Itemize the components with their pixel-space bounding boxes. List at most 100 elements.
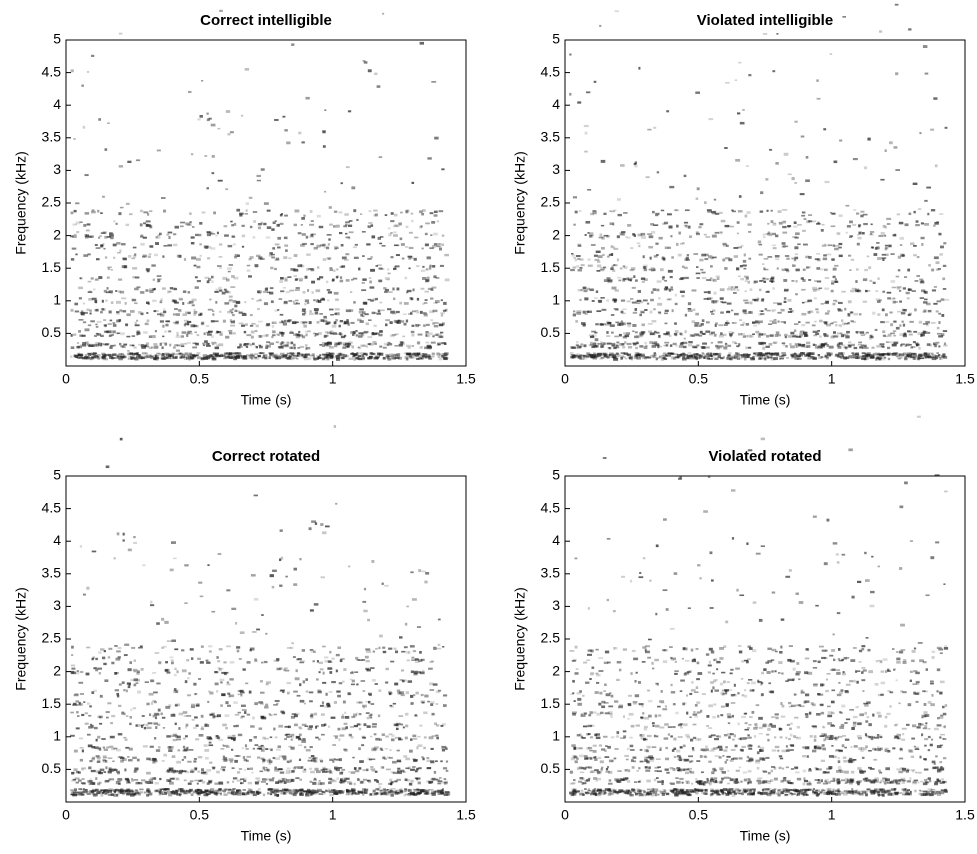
speckle xyxy=(345,224,348,226)
speckle xyxy=(732,322,734,324)
speckle xyxy=(161,713,163,715)
speckle xyxy=(201,358,204,361)
speckle xyxy=(891,280,896,283)
speckle xyxy=(73,138,76,140)
speckle xyxy=(391,771,395,773)
speckle xyxy=(295,322,299,324)
speckle xyxy=(360,345,365,347)
speckle xyxy=(382,245,386,247)
speckle xyxy=(433,302,435,304)
speckle xyxy=(260,771,264,773)
speckle xyxy=(607,343,612,345)
speckle xyxy=(591,244,596,246)
speckle xyxy=(138,647,143,649)
speckle xyxy=(769,234,772,236)
speckle xyxy=(623,332,625,334)
speckle xyxy=(863,301,867,303)
speckle xyxy=(693,309,696,311)
speckle xyxy=(324,109,326,111)
speckle xyxy=(362,255,365,257)
speckle xyxy=(107,287,109,290)
speckle xyxy=(405,277,408,280)
speckle xyxy=(682,342,687,344)
speckle xyxy=(443,353,448,355)
speckle xyxy=(265,748,268,750)
speckle xyxy=(87,793,91,795)
speckle xyxy=(936,310,939,312)
speckle xyxy=(295,289,300,291)
speckle xyxy=(280,314,284,316)
speckle xyxy=(344,335,346,337)
speckle xyxy=(429,247,434,249)
speckle xyxy=(805,256,809,258)
speckle xyxy=(727,225,732,227)
speckle xyxy=(431,660,434,662)
speckle xyxy=(644,309,647,311)
speckle xyxy=(227,781,229,783)
speckle xyxy=(239,323,244,325)
speckle xyxy=(913,353,917,356)
speckle xyxy=(797,224,802,226)
speckle xyxy=(701,356,704,358)
speckle xyxy=(358,747,361,750)
speckle xyxy=(110,722,113,724)
speckle xyxy=(88,715,91,717)
speckle xyxy=(74,210,77,212)
speckle xyxy=(403,755,407,758)
speckle xyxy=(362,282,365,284)
speckle xyxy=(187,331,191,333)
speckle xyxy=(372,679,376,682)
speckle xyxy=(439,358,442,361)
speckle xyxy=(884,235,887,237)
speckle xyxy=(329,267,332,269)
speckle xyxy=(274,789,279,791)
speckle xyxy=(91,782,95,785)
speckle xyxy=(293,334,296,336)
speckle xyxy=(71,334,73,337)
speckle xyxy=(598,300,602,302)
speckle xyxy=(856,213,859,215)
speckle xyxy=(205,757,209,760)
speckle xyxy=(180,226,184,228)
speckle xyxy=(759,254,763,256)
speckle xyxy=(943,242,946,244)
speckle xyxy=(75,672,79,675)
speckle xyxy=(639,345,643,347)
speckle xyxy=(771,356,773,358)
speckle xyxy=(860,211,864,213)
speckle xyxy=(742,322,745,325)
speckle xyxy=(336,777,339,779)
speckle xyxy=(747,211,751,214)
speckle xyxy=(335,312,339,315)
speckle xyxy=(725,257,730,259)
speckle xyxy=(233,243,236,245)
speckle xyxy=(641,233,646,236)
speckle xyxy=(333,225,335,227)
speckle xyxy=(679,232,681,235)
speckle xyxy=(604,354,607,357)
speckle xyxy=(823,333,826,336)
speckle xyxy=(433,233,438,236)
speckle xyxy=(895,4,899,6)
speckle xyxy=(577,258,580,260)
speckle xyxy=(119,310,122,312)
speckle xyxy=(407,606,409,608)
speckle xyxy=(601,247,605,250)
speckle xyxy=(409,750,413,753)
speckle xyxy=(441,168,444,170)
speckle xyxy=(97,354,100,357)
speckle xyxy=(825,277,829,279)
speckle xyxy=(127,756,129,758)
speckle xyxy=(284,215,288,217)
speckle xyxy=(174,668,176,670)
speckle xyxy=(597,265,601,268)
speckle xyxy=(353,301,355,304)
speckle xyxy=(262,737,265,740)
speckle xyxy=(163,754,167,757)
speckle xyxy=(429,267,431,270)
speckle xyxy=(96,258,100,260)
speckle xyxy=(735,286,738,288)
speckle xyxy=(257,308,260,310)
speckle xyxy=(77,715,80,717)
speckle xyxy=(589,289,594,292)
